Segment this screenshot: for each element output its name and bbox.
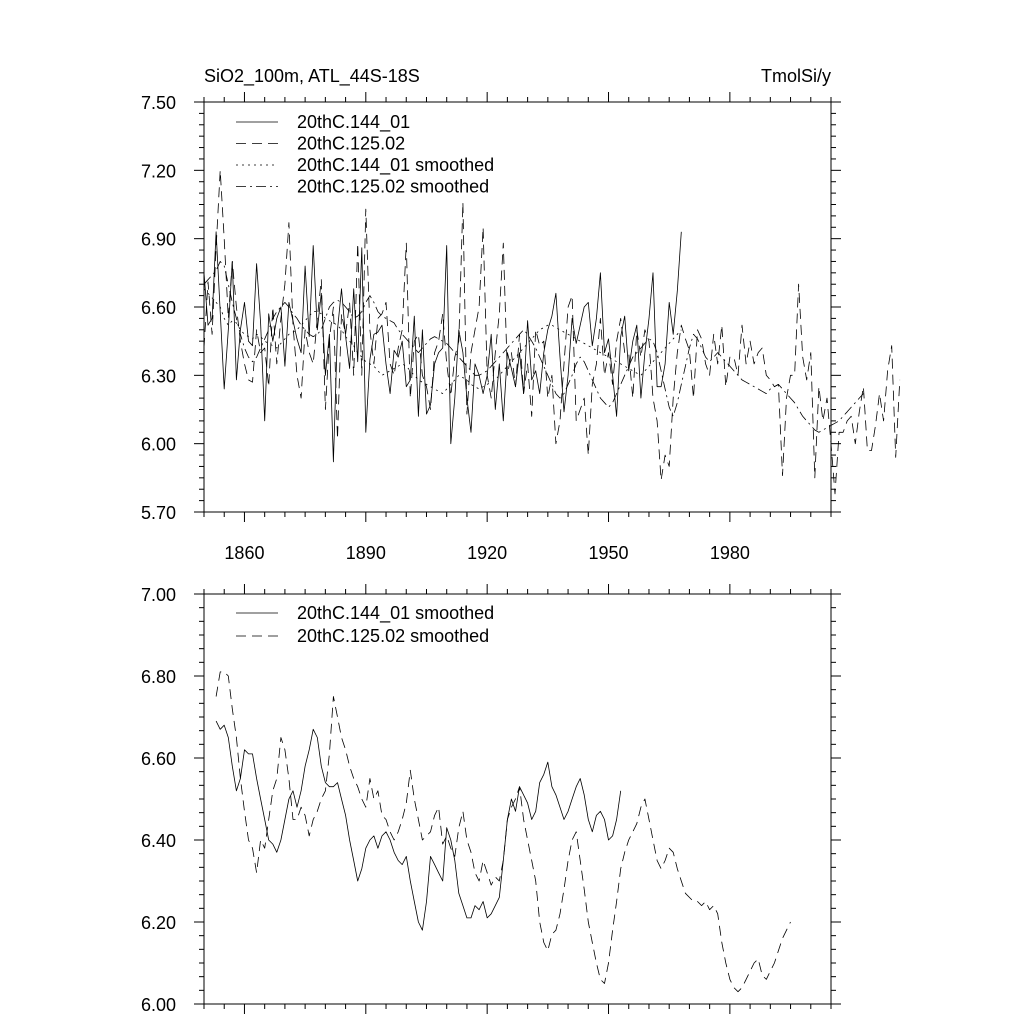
top-series-20thc-125-02-smoothed: [203, 260, 864, 433]
top-y-tick-label: 6.00: [141, 435, 176, 455]
bottom-y-tick-label: 6.60: [141, 749, 176, 769]
bottom-plot-frame: [203, 593, 832, 1005]
bottom-y-tick-label: 6.00: [141, 995, 176, 1015]
top-series-20thc-144-01-smoothed: [203, 288, 682, 395]
top-legend-label: 20thC.125.02 smoothed: [297, 177, 489, 197]
top-y-tick-label: 5.70: [141, 503, 176, 523]
top-x-tick-label: 1860: [224, 543, 264, 563]
bottom-y-tick-label: 6.20: [141, 913, 176, 933]
bottom-legend-label: 20thC.144_01 smoothed: [297, 603, 494, 624]
top-x-tick-label: 1950: [588, 543, 628, 563]
top-legend-label: 20thC.144_01: [297, 112, 410, 133]
bottom-y-tick-label: 7.00: [141, 585, 176, 605]
top-legend-label: 20thC.144_01 smoothed: [297, 155, 494, 176]
top-x-tick-label: 1890: [346, 543, 386, 563]
top-y-tick-label: 7.50: [141, 93, 176, 113]
bottom-series-layer: [215, 671, 791, 993]
bottom-series-20thc-144-01-smoothed: [215, 720, 622, 931]
top-y-tick-label: 6.30: [141, 366, 176, 386]
top-y-tick-label: 7.20: [141, 161, 176, 181]
top-title-left: SiO2_100m, ATL_44S-18S: [204, 66, 420, 87]
top-x-tick-label: 1980: [710, 543, 750, 563]
top-y-tick-label: 6.60: [141, 298, 176, 318]
top-series-20thc-144-01: [203, 231, 682, 463]
bottom-panel: 6.00 6.20 6.40 6.60 6.80 7.00 20thC.144_01 sm…: [141, 584, 841, 1015]
top-legend-label: 20thC.125.02: [297, 134, 405, 154]
top-series-layer: [203, 169, 901, 495]
top-series-20thc-125-02: [203, 169, 901, 495]
top-tick-layer: 1860 1890 1920 1950 1980 5.70 6.00 6.30 6.60 6.90…: [141, 92, 841, 563]
top-panel: SiO2_100m, ATL_44S-18S TmolSi/y 1860 1890…: [141, 66, 901, 563]
top-x-tick-label: 1920: [467, 543, 507, 563]
top-plot-frame: [203, 101, 832, 513]
bottom-legend-label: 20thC.125.02 smoothed: [297, 626, 489, 646]
bottom-y-tick-label: 6.80: [141, 667, 176, 687]
bottom-tick-layer: 6.00 6.20 6.40 6.60 6.80 7.00: [141, 584, 841, 1015]
bottom-y-tick-label: 6.40: [141, 831, 176, 851]
top-title-right: TmolSi/y: [761, 66, 831, 86]
bottom-series-20thc-125-02-smoothed: [215, 671, 791, 993]
top-y-tick-label: 6.90: [141, 230, 176, 250]
